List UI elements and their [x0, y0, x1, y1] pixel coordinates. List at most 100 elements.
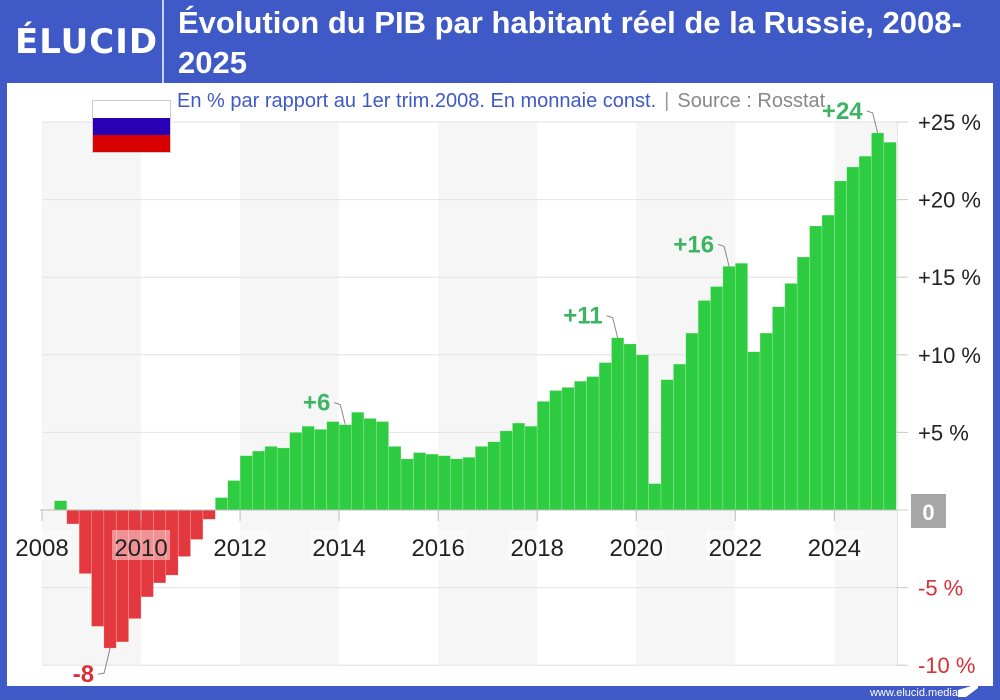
y-tick-label: +15 % — [918, 265, 981, 290]
bar — [660, 379, 674, 511]
x-label-backdrop — [508, 530, 567, 560]
bar — [400, 458, 414, 511]
chart-subtitle: En % par rapport au 1er trim.2008. En mo… — [177, 90, 825, 113]
bar — [710, 286, 724, 511]
header: ÉLUCID Évolution du PIB par habitant rée… — [0, 0, 1000, 83]
flag-blue-stripe — [93, 118, 170, 135]
y-tick-label: -5 % — [918, 576, 963, 601]
bar — [858, 155, 872, 511]
russia-flag-icon — [92, 100, 171, 153]
bar — [734, 262, 748, 511]
annotation-label: +16 — [673, 231, 714, 258]
annotation-leader — [717, 243, 730, 267]
annotation-label: +6 — [303, 390, 330, 417]
bar — [177, 509, 191, 557]
bar — [697, 300, 711, 511]
x-label-backdrop — [310, 530, 369, 560]
bar — [115, 509, 129, 643]
x-label-backdrop — [13, 530, 71, 560]
y-tick-label: 0 — [922, 500, 934, 525]
x-tick-label: 2008 — [15, 535, 68, 562]
bar — [586, 376, 600, 511]
flag-red-stripe — [93, 135, 170, 152]
bar — [289, 432, 303, 511]
bar — [78, 509, 92, 574]
bar — [772, 306, 786, 511]
bar — [54, 500, 68, 511]
subtitle-text: En % par rapport au 1er trim.2008. En mo… — [177, 90, 657, 112]
bar — [574, 380, 588, 511]
bar — [759, 332, 773, 511]
y-tick-label: +5 % — [918, 420, 969, 445]
x-label-backdrop — [409, 530, 468, 560]
x-tick-label: 2010 — [114, 535, 167, 562]
bar — [561, 387, 575, 511]
bar — [635, 354, 649, 511]
bar — [239, 455, 253, 511]
annotation-label: -8 — [73, 661, 94, 688]
bar — [375, 421, 389, 511]
bar — [338, 424, 352, 511]
x-label-backdrop — [706, 530, 765, 560]
x-label-backdrop — [805, 530, 864, 560]
y-tick-label: +10 % — [918, 343, 981, 368]
annotation-leader — [98, 648, 111, 675]
bar — [425, 453, 439, 511]
bar — [809, 225, 823, 511]
bar — [128, 509, 142, 619]
bar — [363, 418, 377, 511]
bar — [462, 456, 476, 511]
bar — [388, 446, 402, 511]
bar — [834, 180, 848, 511]
footer-url[interactable]: www.elucid.media — [869, 687, 958, 699]
bar — [215, 497, 229, 511]
elucid-arrow-icon — [958, 684, 978, 697]
chart-title: Évolution du PIB par habitant réel de la… — [178, 5, 962, 80]
bar — [326, 421, 340, 511]
annotation-label: +11 — [563, 303, 602, 330]
y-tick-label: +20 % — [918, 188, 981, 213]
bar — [821, 214, 835, 511]
annotation-leader — [606, 315, 619, 338]
bar — [648, 483, 662, 511]
bar — [474, 446, 488, 511]
bar — [883, 141, 897, 511]
background-band — [240, 122, 340, 665]
bar — [252, 450, 266, 511]
bar — [413, 452, 427, 511]
bar — [512, 422, 526, 511]
bar — [264, 446, 278, 511]
bar — [673, 363, 687, 511]
x-tick-label: 2020 — [610, 535, 663, 562]
flag-white-stripe — [93, 101, 170, 118]
bar — [611, 337, 625, 511]
bar — [722, 266, 736, 511]
x-label-backdrop — [607, 530, 666, 560]
bar — [747, 351, 761, 511]
x-tick-label: 2018 — [511, 535, 564, 562]
bar — [276, 447, 290, 511]
source-text: Source : Rosstat — [677, 90, 826, 112]
bar — [536, 401, 550, 511]
bar — [66, 509, 80, 525]
bar — [499, 430, 513, 511]
bar — [784, 283, 798, 511]
background-band — [438, 122, 538, 665]
zero-label-box — [911, 494, 946, 528]
annotation-leader — [334, 402, 346, 425]
bar — [871, 132, 885, 511]
bar — [227, 480, 241, 511]
bar — [190, 509, 204, 540]
y-tick-label: -10 % — [918, 653, 975, 678]
x-tick-label: 2012 — [213, 535, 266, 562]
bar — [450, 458, 464, 511]
bar — [549, 390, 563, 511]
bar — [846, 166, 860, 511]
bar — [598, 362, 612, 511]
bar — [437, 455, 451, 511]
annotation-label: +24 — [822, 98, 863, 125]
annotation-leader — [866, 110, 879, 133]
x-label-backdrop — [112, 530, 171, 560]
x-label-backdrop — [211, 530, 270, 560]
